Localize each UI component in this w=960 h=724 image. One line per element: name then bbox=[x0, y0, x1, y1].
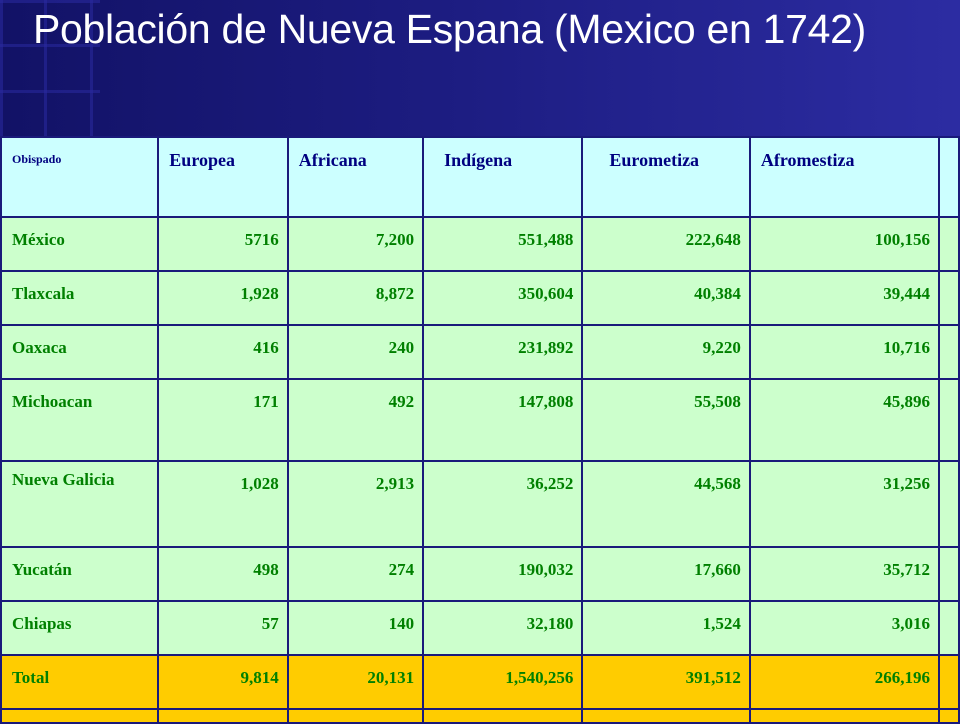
table-row: Yucatán 498 274 190,032 17,660 35,712 bbox=[0, 546, 960, 602]
cell-indigena: 36,252 bbox=[422, 460, 584, 548]
table-row: Nueva Galicia 1,028 2,913 36,252 44,568 … bbox=[0, 460, 960, 548]
cell-africana: 274 bbox=[286, 546, 425, 602]
total-europea: 9,814 bbox=[157, 654, 289, 710]
column-header-obispado: Obispado bbox=[0, 136, 160, 218]
column-header-afromestiza: Afromestiza bbox=[748, 136, 940, 218]
cell-europea: 1,028 bbox=[157, 460, 289, 548]
cell-obispado: Tlaxcala bbox=[0, 270, 160, 326]
cell-indigena: 231,892 bbox=[422, 324, 584, 380]
column-header-africana: Africana bbox=[286, 136, 425, 218]
cell-eurometiza: 40,384 bbox=[581, 270, 751, 326]
cell-eurometiza: 222,648 bbox=[581, 216, 751, 272]
cell-europea: 5716 bbox=[157, 216, 289, 272]
cell-indigena: 551,488 bbox=[422, 216, 584, 272]
table-tail-row bbox=[0, 708, 960, 724]
cell-obispado: Oaxaca bbox=[0, 324, 160, 380]
cell-africana: 240 bbox=[286, 324, 425, 380]
cell-eurometiza: 1,524 bbox=[581, 600, 751, 656]
cell-obispado: Nueva Galicia bbox=[0, 460, 160, 548]
cell-afromestiza: 45,896 bbox=[748, 378, 940, 462]
column-header-europea: Europea bbox=[157, 136, 289, 218]
slide-title: Población de Nueva Espana (Mexico en 174… bbox=[33, 6, 866, 52]
cell-afromestiza: 31,256 bbox=[748, 460, 940, 548]
cell-europea: 498 bbox=[157, 546, 289, 602]
cell-obispado: Chiapas bbox=[0, 600, 160, 656]
cell-eurometiza: 44,568 bbox=[581, 460, 751, 548]
table-row: Michoacan 171 492 147,808 55,508 45,896 bbox=[0, 378, 960, 462]
table-header-row: Obispado Europea Africana Indígena Eurom… bbox=[0, 136, 960, 218]
cell-indigena: 147,808 bbox=[422, 378, 584, 462]
cell-europea: 57 bbox=[157, 600, 289, 656]
cell-africana: 492 bbox=[286, 378, 425, 462]
cell-obispado: Michoacan bbox=[0, 378, 160, 462]
cell-africana: 8,872 bbox=[286, 270, 425, 326]
total-indigena: 1,540,256 bbox=[422, 654, 584, 710]
table-total-row: Total 9,814 20,131 1,540,256 391,512 266… bbox=[0, 654, 960, 710]
cell-indigena: 190,032 bbox=[422, 546, 584, 602]
cell-indigena: 32,180 bbox=[422, 600, 584, 656]
cell-europea: 1,928 bbox=[157, 270, 289, 326]
cell-afromestiza: 35,712 bbox=[748, 546, 940, 602]
cell-eurometiza: 9,220 bbox=[581, 324, 751, 380]
total-africana: 20,131 bbox=[286, 654, 425, 710]
population-table: Obispado Europea Africana Indígena Eurom… bbox=[0, 136, 960, 724]
cell-obispado: México bbox=[0, 216, 160, 272]
table-row: México 5716 7,200 551,488 222,648 100,15… bbox=[0, 216, 960, 272]
cell-afromestiza: 39,444 bbox=[748, 270, 940, 326]
table-row: Tlaxcala 1,928 8,872 350,604 40,384 39,4… bbox=[0, 270, 960, 326]
cell-indigena: 350,604 bbox=[422, 270, 584, 326]
cell-europea: 171 bbox=[157, 378, 289, 462]
slide-header: Población de Nueva Espana (Mexico en 174… bbox=[0, 0, 960, 136]
decorative-grid bbox=[0, 0, 100, 136]
total-eurometiza: 391,512 bbox=[581, 654, 751, 710]
cell-obispado: Yucatán bbox=[0, 546, 160, 602]
total-afromestiza: 266,196 bbox=[748, 654, 940, 710]
table-row: Oaxaca 416 240 231,892 9,220 10,716 bbox=[0, 324, 960, 380]
cell-afromestiza: 10,716 bbox=[748, 324, 940, 380]
cell-africana: 7,200 bbox=[286, 216, 425, 272]
column-header-eurometiza: Eurometiza bbox=[581, 136, 751, 218]
cell-eurometiza: 17,660 bbox=[581, 546, 751, 602]
column-header-indigena: Indígena bbox=[422, 136, 584, 218]
total-label: Total bbox=[0, 654, 160, 710]
cell-eurometiza: 55,508 bbox=[581, 378, 751, 462]
cell-europea: 416 bbox=[157, 324, 289, 380]
cell-africana: 2,913 bbox=[286, 460, 425, 548]
cell-afromestiza: 3,016 bbox=[748, 600, 940, 656]
cell-afromestiza: 100,156 bbox=[748, 216, 940, 272]
table-row: Chiapas 57 140 32,180 1,524 3,016 bbox=[0, 600, 960, 656]
cell-africana: 140 bbox=[286, 600, 425, 656]
